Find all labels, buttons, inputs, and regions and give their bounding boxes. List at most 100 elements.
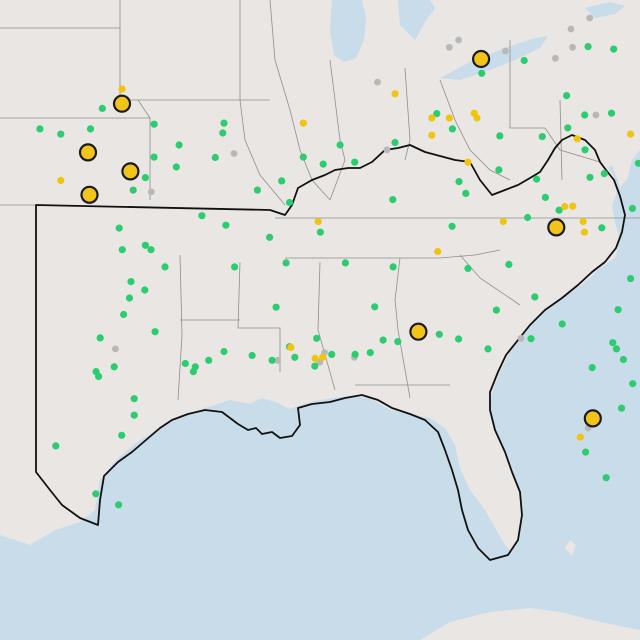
site-marker-green[interactable] (598, 224, 606, 232)
site-marker-green[interactable] (588, 364, 596, 372)
site-marker-gray[interactable] (147, 188, 155, 196)
site-marker-green[interactable] (394, 338, 402, 346)
site-marker-green[interactable] (628, 204, 637, 212)
site-marker-yellow[interactable] (569, 202, 577, 210)
site-marker-gray[interactable] (374, 78, 381, 86)
site-marker-green[interactable] (189, 368, 197, 376)
site-marker-yellow[interactable] (627, 130, 635, 138)
site-marker-green[interactable] (629, 380, 637, 388)
site-marker-green[interactable] (220, 119, 228, 127)
site-marker-green[interactable] (319, 160, 327, 168)
site-marker-yellow[interactable] (573, 135, 581, 143)
site-marker-green[interactable] (607, 109, 616, 117)
site-marker-yellow[interactable] (314, 217, 322, 226)
site-marker-green[interactable] (253, 186, 261, 194)
site-marker-gray[interactable] (502, 47, 509, 55)
site-marker-green[interactable] (555, 206, 563, 214)
site-marker-green[interactable] (316, 228, 324, 236)
site-marker-green[interactable] (172, 163, 180, 171)
site-marker-green[interactable] (92, 490, 100, 498)
site-marker-green[interactable] (391, 138, 399, 147)
site-marker-gray[interactable] (592, 111, 600, 119)
site-marker-green[interactable] (582, 448, 590, 456)
site-marker-green[interactable] (619, 355, 628, 364)
site-marker-green[interactable] (478, 69, 486, 77)
site-marker-green[interactable] (282, 259, 290, 267)
site-marker-green[interactable] (541, 193, 550, 201)
site-marker-gray[interactable] (569, 43, 576, 51)
site-marker-green[interactable] (584, 43, 592, 51)
site-marker-yellow[interactable] (579, 217, 587, 226)
site-marker-green[interactable] (115, 501, 123, 509)
site-marker-green[interactable] (313, 334, 321, 342)
site-marker-large[interactable] (583, 409, 602, 428)
site-marker-green[interactable] (563, 92, 571, 100)
site-marker-green[interactable] (141, 241, 149, 249)
site-marker-green[interactable] (531, 293, 539, 301)
site-marker-gray[interactable] (274, 356, 282, 364)
site-marker-green[interactable] (462, 189, 470, 197)
site-marker-green[interactable] (129, 186, 137, 194)
site-marker-green[interactable] (311, 362, 319, 370)
site-marker-yellow[interactable] (434, 247, 442, 256)
site-marker-green[interactable] (341, 259, 349, 267)
site-marker-green[interactable] (266, 233, 274, 241)
site-marker-green[interactable] (161, 263, 169, 271)
site-marker-large[interactable] (472, 49, 491, 69)
site-marker-large[interactable] (112, 94, 132, 113)
site-marker-green[interactable] (52, 442, 60, 450)
site-marker-green[interactable] (248, 351, 256, 360)
site-marker-green[interactable] (351, 158, 359, 166)
site-marker-large[interactable] (121, 162, 140, 181)
site-marker-green[interactable] (433, 110, 441, 118)
site-marker-green[interactable] (533, 175, 541, 183)
site-marker-gray[interactable] (230, 150, 238, 157)
site-marker-green[interactable] (389, 263, 397, 271)
site-marker-large[interactable] (80, 185, 99, 204)
site-marker-green[interactable] (222, 221, 230, 229)
site-marker-yellow[interactable] (464, 158, 472, 166)
site-marker-yellow[interactable] (391, 90, 399, 98)
site-marker-green[interactable] (455, 335, 463, 343)
site-marker-green[interactable] (130, 395, 138, 403)
site-marker-green[interactable] (484, 345, 492, 353)
site-marker-gray[interactable] (517, 334, 525, 342)
site-marker-green[interactable] (336, 141, 344, 149)
site-marker-green[interactable] (175, 141, 183, 149)
site-marker-green[interactable] (151, 328, 159, 336)
site-marker-yellow[interactable] (499, 217, 507, 226)
site-marker-green[interactable] (278, 177, 286, 185)
site-marker-green[interactable] (464, 264, 472, 272)
site-marker-green[interactable] (205, 356, 213, 364)
site-marker-green[interactable] (198, 212, 206, 220)
site-marker-green[interactable] (96, 334, 104, 342)
site-marker-yellow[interactable] (580, 228, 589, 236)
site-marker-green[interactable] (379, 336, 387, 344)
site-marker-yellow[interactable] (319, 353, 327, 361)
site-marker-green[interactable] (219, 129, 227, 137)
site-marker-green[interactable] (272, 303, 280, 311)
site-marker-green[interactable] (57, 130, 65, 138)
site-marker-gray[interactable] (552, 54, 559, 62)
site-marker-green[interactable] (627, 275, 635, 283)
site-marker-green[interactable] (120, 310, 128, 319)
site-marker-green[interactable] (581, 111, 589, 119)
site-marker-gray[interactable] (383, 146, 391, 154)
site-marker-green[interactable] (371, 303, 379, 311)
site-marker-green[interactable] (115, 224, 123, 232)
site-marker-green[interactable] (564, 124, 572, 132)
site-marker-gray[interactable] (445, 43, 453, 51)
site-marker-green[interactable] (389, 196, 397, 204)
site-marker-green[interactable] (527, 335, 535, 343)
site-marker-green[interactable] (299, 153, 307, 161)
site-marker-yellow[interactable] (445, 114, 453, 122)
site-marker-green[interactable] (538, 133, 546, 141)
site-marker-green[interactable] (141, 174, 149, 182)
site-marker-green[interactable] (455, 178, 463, 186)
site-marker-yellow[interactable] (576, 433, 584, 441)
site-marker-green[interactable] (520, 56, 528, 65)
site-marker-green[interactable] (492, 306, 500, 314)
site-marker-green[interactable] (291, 353, 299, 361)
site-marker-green[interactable] (351, 350, 359, 358)
site-marker-green[interactable] (600, 170, 608, 178)
